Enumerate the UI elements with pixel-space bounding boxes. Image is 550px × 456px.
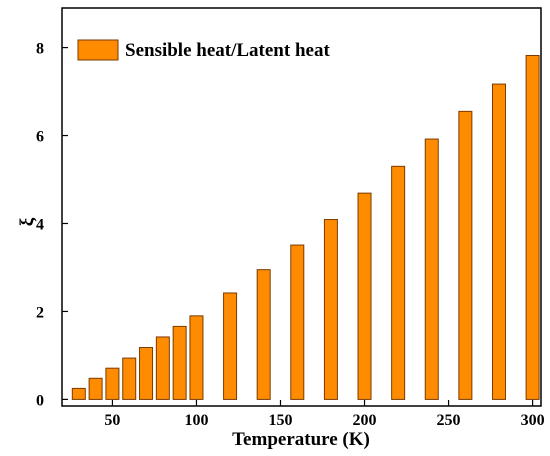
bar-40 bbox=[88, 377, 103, 400]
y-tick-label-6: 6 bbox=[36, 129, 44, 146]
bar-260 bbox=[458, 110, 473, 400]
x-tick-label-200: 200 bbox=[353, 412, 377, 429]
bar-30 bbox=[71, 387, 86, 400]
bar-70 bbox=[139, 347, 154, 400]
bar-300 bbox=[525, 54, 540, 400]
y-tick-label-4: 4 bbox=[36, 216, 44, 233]
bar-160 bbox=[290, 244, 305, 400]
bar-220 bbox=[391, 165, 406, 400]
bar-90 bbox=[172, 325, 187, 400]
legend-swatch bbox=[77, 39, 119, 61]
y-tick-label-2: 2 bbox=[36, 304, 44, 321]
bar-100 bbox=[189, 315, 204, 400]
bar-80 bbox=[155, 336, 170, 400]
bar-140 bbox=[256, 269, 271, 400]
bar-60 bbox=[122, 357, 137, 400]
bar-200 bbox=[357, 192, 372, 400]
bar-280 bbox=[491, 83, 506, 400]
x-tick-label-50: 50 bbox=[104, 412, 120, 429]
x-tick-label-100: 100 bbox=[184, 412, 208, 429]
x-axis: 50 100 150 200 250 300 bbox=[104, 400, 545, 429]
x-tick-label-300: 300 bbox=[521, 412, 545, 429]
legend-label: Sensible heat/Latent heat bbox=[125, 40, 330, 61]
y-tick-label-0: 0 bbox=[36, 392, 44, 409]
bar-180 bbox=[323, 219, 338, 400]
legend: Sensible heat/Latent heat bbox=[77, 39, 330, 61]
plot-area-frame bbox=[61, 7, 542, 407]
x-tick-label-250: 250 bbox=[437, 412, 461, 429]
y-tick-label-8: 8 bbox=[36, 41, 44, 58]
bars-group bbox=[71, 54, 540, 400]
y-axis-label: ξ bbox=[17, 217, 38, 226]
bar-120 bbox=[223, 292, 238, 400]
bar-240 bbox=[424, 138, 439, 400]
x-axis-label: Temperature (K) bbox=[232, 429, 370, 450]
bar-50 bbox=[105, 367, 120, 400]
y-axis: 0 2 4 6 8 bbox=[36, 41, 68, 409]
x-tick-label-150: 150 bbox=[268, 412, 292, 429]
